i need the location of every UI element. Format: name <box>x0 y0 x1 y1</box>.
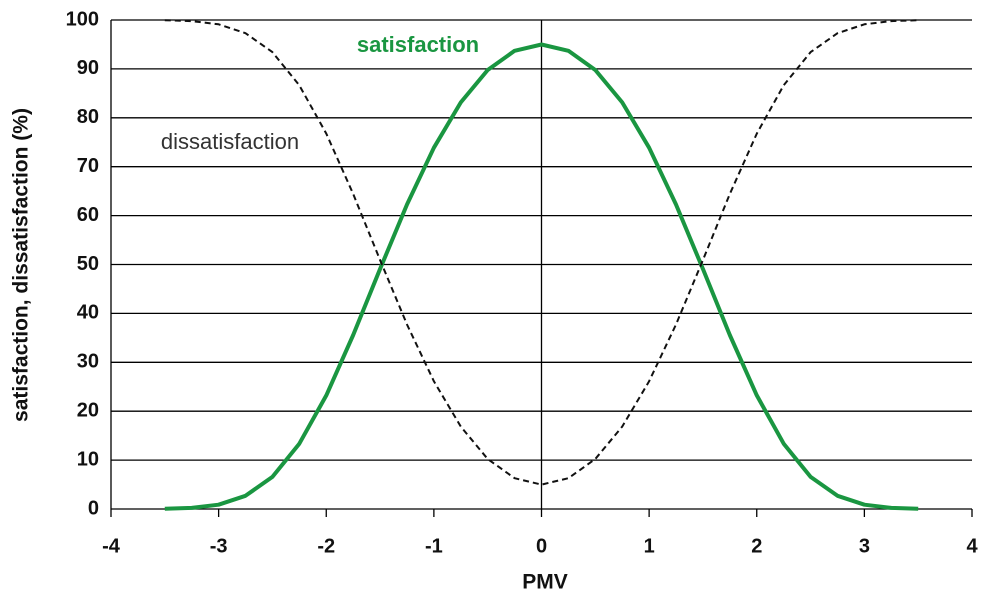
series-label: satisfaction <box>357 32 479 57</box>
x-tick-label: 3 <box>859 535 870 557</box>
series-line <box>164 19 919 486</box>
x-axis-label: PMV <box>522 571 568 594</box>
series-label: dissatisfaction <box>161 129 299 154</box>
y-tick-label: 30 <box>77 351 99 373</box>
y-tick-label: 60 <box>77 204 99 226</box>
x-tick-label: -1 <box>425 535 443 557</box>
x-tick-label: -4 <box>102 535 121 557</box>
y-tick-label: 70 <box>77 155 99 177</box>
y-tick-label: 80 <box>77 106 99 128</box>
y-tick-label: 40 <box>77 302 99 324</box>
y-tick-label: 100 <box>66 8 99 30</box>
y-tick-label: 0 <box>88 497 99 519</box>
x-tick-label: 1 <box>644 535 655 557</box>
y-tick-label: 10 <box>77 448 99 470</box>
x-tick-label: -2 <box>317 535 335 557</box>
y-tick-label: 20 <box>77 399 99 421</box>
series-line <box>164 42 919 511</box>
x-tick-label: 4 <box>966 535 978 557</box>
y-tick-label: 50 <box>77 253 99 275</box>
x-tick-label: -3 <box>210 535 228 557</box>
x-tick-label: 0 <box>536 535 547 557</box>
y-axis-label: satisfaction, dissatisfaction (%) <box>10 108 33 422</box>
y-tick-label: 90 <box>77 57 99 79</box>
x-tick-label: 2 <box>751 535 762 557</box>
